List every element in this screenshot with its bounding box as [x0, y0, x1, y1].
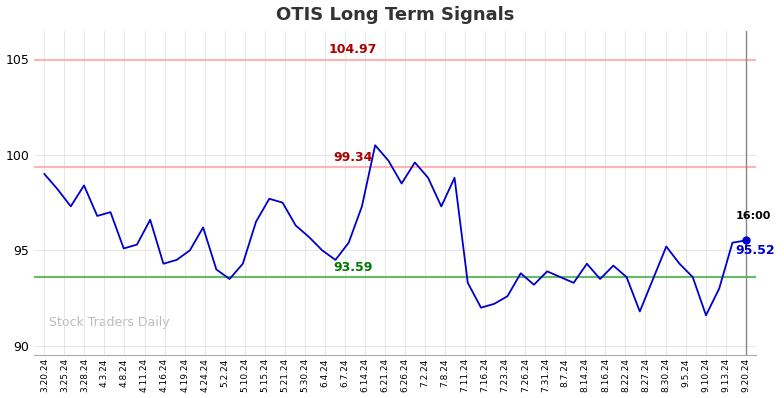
Text: 93.59: 93.59	[333, 261, 372, 274]
Text: 99.34: 99.34	[333, 151, 372, 164]
Text: 104.97: 104.97	[328, 43, 377, 57]
Text: 16:00: 16:00	[735, 211, 771, 221]
Text: 95.52: 95.52	[735, 244, 775, 257]
Title: OTIS Long Term Signals: OTIS Long Term Signals	[276, 6, 514, 23]
Text: Stock Traders Daily: Stock Traders Daily	[49, 316, 169, 330]
